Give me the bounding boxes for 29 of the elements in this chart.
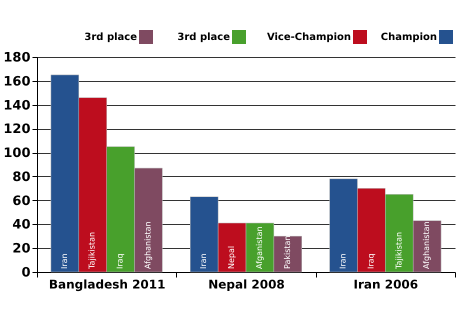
data-label: Afganistan (254, 226, 264, 269)
y-tick-label: 180 (3, 50, 30, 66)
data-label: Iraq (366, 253, 376, 269)
data-label: Nepal (227, 246, 236, 269)
data-label: Iran (199, 253, 208, 269)
y-tick-label: 100 (3, 146, 30, 162)
legend-label: Champion (380, 32, 437, 43)
y-tick-label: 20 (12, 242, 30, 257)
x-tick-label: Iran 2006 (354, 278, 418, 292)
x-tick-label: Nepal 2008 (208, 278, 285, 292)
x-tick-label: Bangladesh 2011 (48, 278, 166, 292)
data-label: Iran (338, 253, 348, 269)
y-tick-label: 60 (12, 194, 30, 209)
data-label: Iran (60, 253, 69, 269)
legend-label: Vice-Champion (266, 32, 351, 43)
y-tick-label: 40 (12, 218, 30, 233)
legend-label: 3rd place (84, 32, 138, 43)
legend-label: 3rd place (177, 32, 230, 43)
y-tick-label: 140 (3, 98, 30, 114)
data-label: Afghanistan (143, 221, 152, 269)
y-tick-label: 160 (3, 74, 30, 90)
data-label: Pakistan (282, 236, 292, 269)
y-tick-label: 80 (12, 170, 30, 185)
data-label: Iraq (116, 253, 125, 269)
y-tick-label: 120 (3, 122, 30, 138)
data-label: Tajikistan (394, 232, 404, 270)
y-tick-label: 0 (21, 266, 30, 280)
data-label: Afghanistan (422, 221, 432, 269)
data-label: Tajikistan (88, 232, 97, 270)
